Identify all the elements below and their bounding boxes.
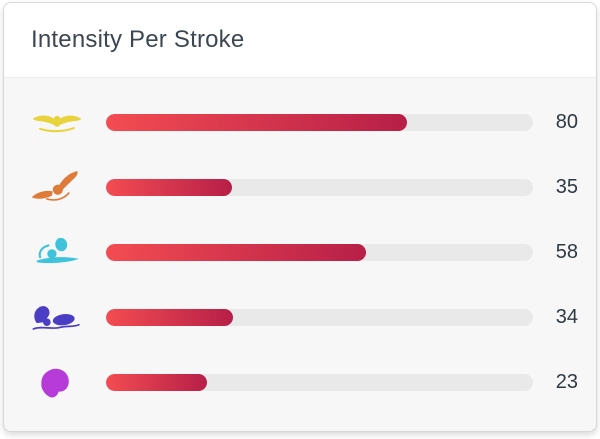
bar-track <box>106 374 533 391</box>
bar-fill <box>106 179 232 196</box>
intensity-value: 58 <box>555 241 578 263</box>
card-header: Intensity Per Stroke <box>4 3 596 78</box>
backstroke-icon <box>28 168 86 208</box>
intensity-value: 80 <box>555 111 578 133</box>
intensity-bar-butterfly <box>106 114 533 131</box>
other-stroke-icon <box>28 362 86 404</box>
freestyle-stroke-icon <box>28 298 86 338</box>
bar-fill <box>106 374 208 391</box>
stroke-intensity-chart: 80 35 <box>4 78 596 415</box>
stroke-row-freestyle: 34 <box>28 285 578 350</box>
intensity-bar-breaststroke <box>106 244 533 261</box>
intensity-value: 35 <box>555 176 578 198</box>
intensity-bar-freestyle <box>106 309 533 326</box>
stroke-row-butterfly: 80 <box>28 90 578 155</box>
intensity-bar-other <box>106 374 533 391</box>
intensity-bar-backstroke <box>106 179 533 196</box>
bar-track <box>106 309 533 326</box>
bar-track <box>106 114 533 131</box>
stroke-row-other: 23 <box>28 350 578 415</box>
bar-fill <box>106 309 234 326</box>
breaststroke-icon <box>28 233 86 273</box>
stroke-row-backstroke: 35 <box>28 155 578 220</box>
bar-track <box>106 179 533 196</box>
intensity-value: 23 <box>555 371 578 393</box>
bar-fill <box>106 244 367 261</box>
page-title: Intensity Per Stroke <box>31 26 245 53</box>
stroke-row-breaststroke: 58 <box>28 220 578 285</box>
intensity-value: 34 <box>555 306 578 328</box>
bar-track <box>106 244 533 261</box>
bar-fill <box>106 114 408 131</box>
intensity-per-stroke-card: Intensity Per Stroke 80 <box>3 2 597 432</box>
butterfly-stroke-icon <box>28 105 86 141</box>
